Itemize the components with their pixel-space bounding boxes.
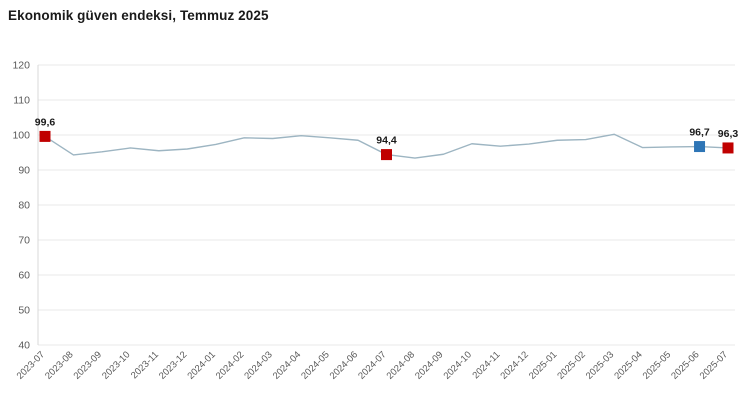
data-point-marker bbox=[39, 130, 51, 142]
y-axis-tick-label: 120 bbox=[12, 60, 30, 72]
x-axis-tick-label: 2025-07 bbox=[698, 349, 730, 381]
x-axis-tick-label: 2024-03 bbox=[242, 349, 274, 381]
y-axis-tick-label: 40 bbox=[18, 340, 30, 352]
x-axis-tick-label: 2023-12 bbox=[157, 349, 189, 381]
data-point-value-label: 99,6 bbox=[35, 116, 56, 128]
x-axis-tick-label: 2023-07 bbox=[15, 349, 47, 381]
x-axis-tick-label: 2025-03 bbox=[584, 349, 616, 381]
x-axis-labels-group: 2023-072023-082023-092023-102023-112023-… bbox=[15, 349, 730, 381]
data-point-marker bbox=[694, 141, 706, 153]
data-point-value-label: 96,7 bbox=[689, 127, 710, 139]
y-axis-tick-label: 110 bbox=[13, 95, 30, 107]
x-axis-tick-label: 2023-10 bbox=[100, 349, 132, 381]
x-axis-tick-label: 2025-05 bbox=[641, 349, 673, 381]
x-axis-tick-label: 2025-01 bbox=[527, 349, 559, 381]
data-point-marker bbox=[722, 142, 734, 154]
y-axis-tick-label: 50 bbox=[18, 305, 30, 317]
x-axis-tick-label: 2024-09 bbox=[413, 349, 445, 381]
data-point-value-label: 94,4 bbox=[376, 135, 397, 147]
x-axis-tick-label: 2025-04 bbox=[612, 349, 644, 381]
x-axis-tick-label: 2024-11 bbox=[471, 349, 503, 381]
data-point-markers-group bbox=[39, 130, 734, 161]
data-point-value-label: 96,3 bbox=[718, 128, 739, 140]
x-axis-tick-label: 2024-02 bbox=[214, 349, 246, 381]
y-axis-tick-label: 90 bbox=[18, 165, 30, 177]
x-axis-tick-label: 2025-02 bbox=[555, 349, 587, 381]
y-axis-tick-label: 70 bbox=[18, 235, 30, 247]
x-axis-tick-label: 2023-11 bbox=[129, 349, 161, 381]
x-axis-tick-label: 2024-06 bbox=[328, 349, 360, 381]
x-axis-tick-label: 2024-08 bbox=[385, 349, 417, 381]
x-axis-tick-label: 2024-12 bbox=[498, 349, 530, 381]
x-axis-tick-label: 2023-09 bbox=[72, 349, 104, 381]
y-axis-labels-group: 40 50 60 70 80 90 100 110 120 bbox=[12, 60, 30, 352]
y-axis-tick-label: 100 bbox=[12, 130, 30, 142]
y-axis-tick-label: 80 bbox=[18, 200, 30, 212]
x-axis-tick-label: 2024-07 bbox=[356, 349, 388, 381]
x-axis-tick-label: 2024-10 bbox=[442, 349, 474, 381]
y-axis-tick-label: 60 bbox=[18, 270, 30, 282]
x-axis-tick-label: 2024-04 bbox=[271, 349, 303, 381]
x-axis-tick-label: 2025-06 bbox=[669, 349, 701, 381]
x-axis-tick-label: 2024-05 bbox=[299, 349, 331, 381]
gridlines-group bbox=[37, 64, 735, 346]
x-axis-tick-label: 2023-08 bbox=[43, 349, 75, 381]
page-title: Ekonomik güven endeksi, Temmuz 2025 bbox=[8, 8, 269, 23]
x-axis-tick-label: 2024-01 bbox=[185, 349, 217, 381]
data-point-labels-group: 99,6 94,4 96,7 96,3 bbox=[35, 116, 739, 146]
data-point-marker bbox=[381, 149, 392, 161]
